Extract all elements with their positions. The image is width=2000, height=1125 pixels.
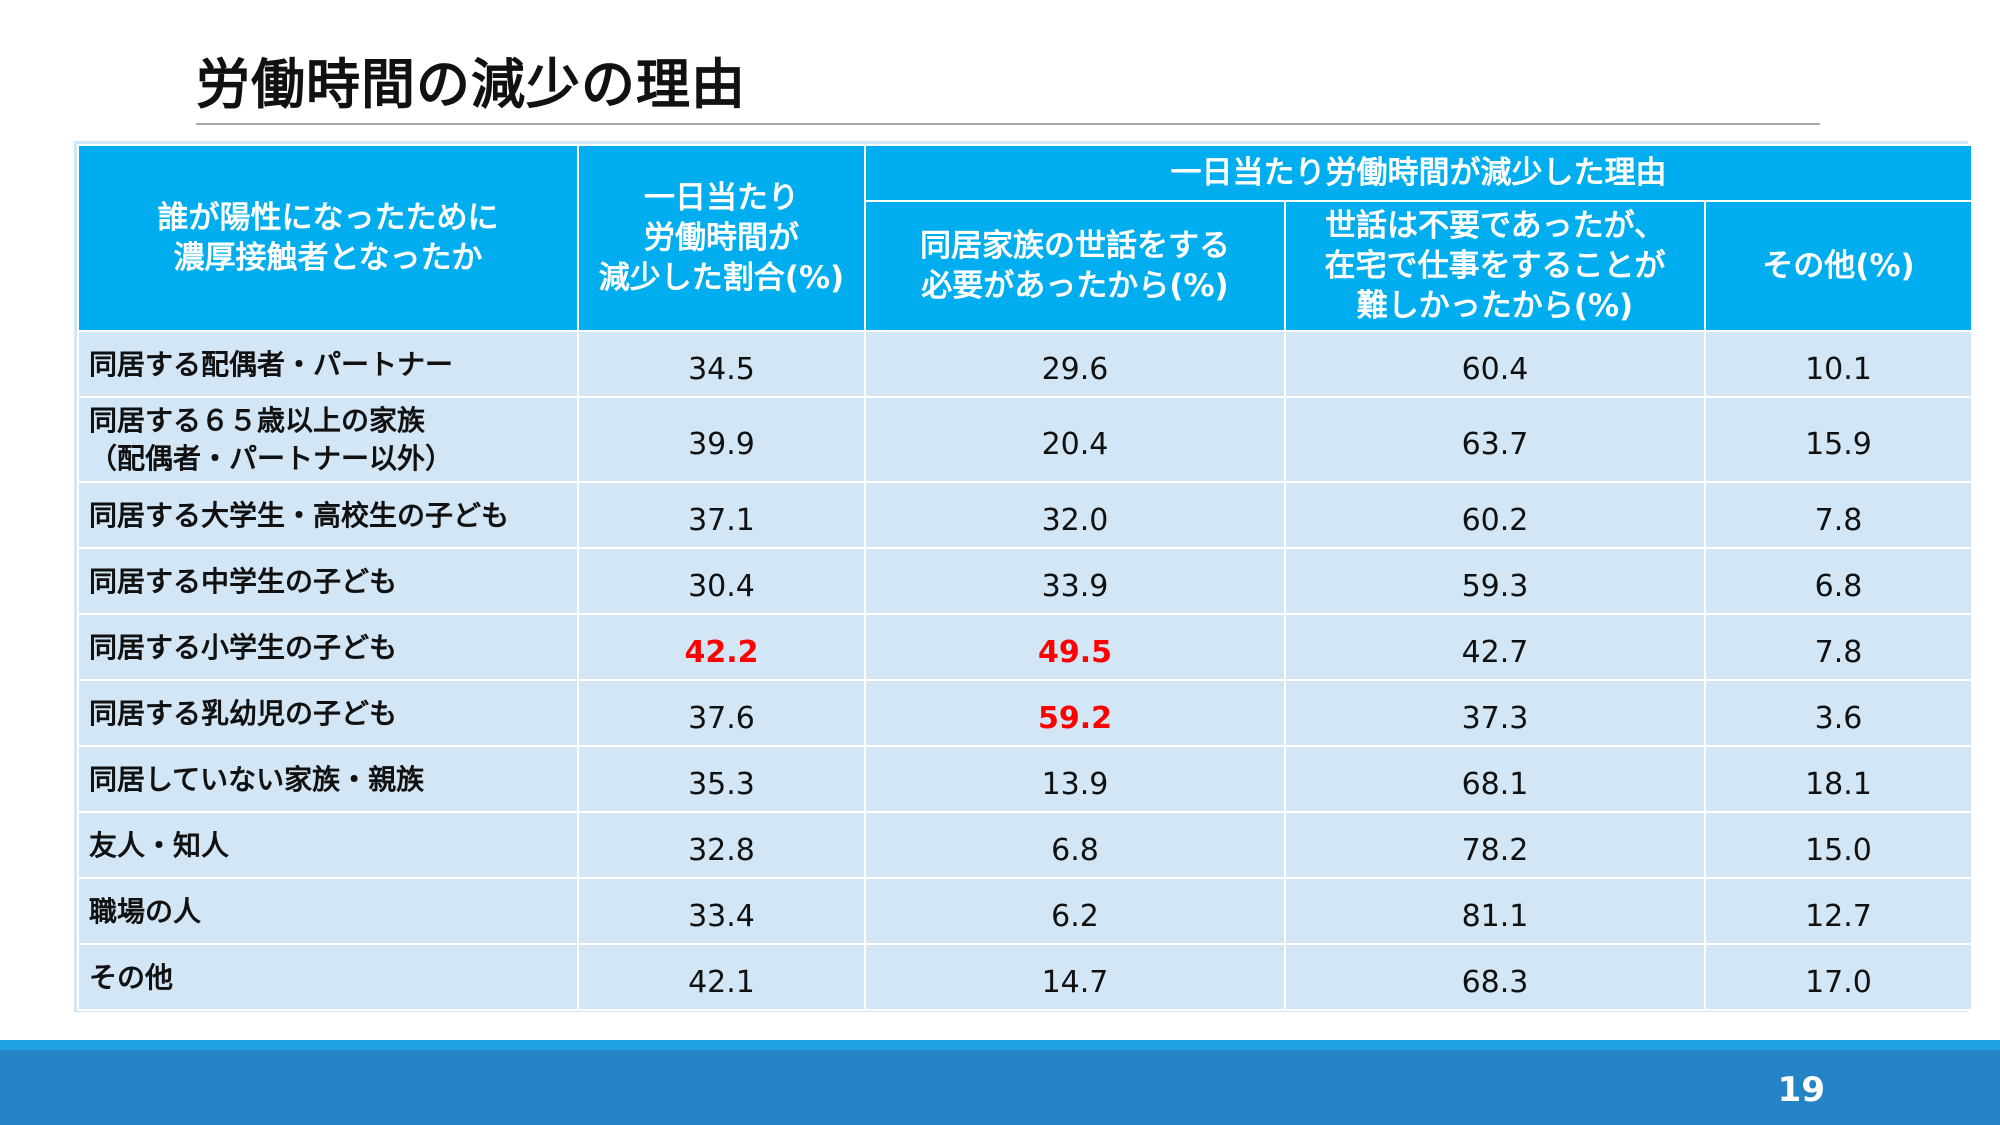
table-row: 同居する大学生・高校生の子ども 37.1 32.0 60.2 7.8 <box>77 481 1973 549</box>
header-remote-difficult-line: 世話は不要であったが、 <box>1324 208 1666 244</box>
header-remote-difficult: 世話は不要であったが、 在宅で仕事をすることが 難しかったから(%) <box>1284 200 1706 332</box>
row-label: 同居する中学生の子ども <box>77 547 579 615</box>
header-contact-source: 誰が陽性になったために 濃厚接触者となったか <box>77 144 579 332</box>
header-family-care-line: 同居家族の世話をする <box>920 228 1230 264</box>
cell-other: 18.1 <box>1704 745 1973 813</box>
cell-reduction-rate: 33.4 <box>577 877 866 945</box>
cell-reduction-rate: 30.4 <box>577 547 866 615</box>
page-number: 19 <box>1777 1070 1825 1110</box>
header-reduction-rate-line: 減少した割合(%) <box>598 260 845 296</box>
cell-remote-difficult: 59.3 <box>1284 547 1706 615</box>
header-reason-group: 一日当たり労働時間が減少した理由 <box>864 144 1973 202</box>
cell-family-care: 59.2 <box>864 679 1286 747</box>
cell-reduction-rate: 37.1 <box>577 481 866 549</box>
cell-other: 15.9 <box>1704 396 1973 483</box>
cell-family-care: 6.2 <box>864 877 1286 945</box>
table-row: 同居する小学生の子ども 42.2 49.5 42.7 7.8 <box>77 613 1973 681</box>
cell-remote-difficult: 68.3 <box>1284 943 1706 1011</box>
row-label-line: 同居する配偶者・パートナー <box>89 348 454 381</box>
cell-reduction-rate: 34.5 <box>577 330 866 398</box>
cell-remote-difficult: 81.1 <box>1284 877 1706 945</box>
row-label-line: 同居する乳幼児の子ども <box>89 697 398 730</box>
table-container: 誰が陽性になったために 濃厚接触者となったか 一日当たり 労働時間が 減少した割… <box>74 141 1973 1012</box>
cell-family-care: 13.9 <box>864 745 1286 813</box>
header-contact-source-line: 濃厚接触者となったか <box>173 240 483 276</box>
cell-other: 3.6 <box>1704 679 1973 747</box>
row-label: 同居する６５歳以上の家族 （配偶者・パートナー以外） <box>77 396 579 483</box>
table-row: その他 42.1 14.7 68.3 17.0 <box>77 943 1973 1011</box>
row-label-line: 友人・知人 <box>89 829 230 862</box>
cell-family-care: 14.7 <box>864 943 1286 1011</box>
cell-reduction-rate: 32.8 <box>577 811 866 879</box>
header-reduction-rate-line: 一日当たり <box>644 180 799 216</box>
cell-family-care: 20.4 <box>864 396 1286 483</box>
row-label: 同居する乳幼児の子ども <box>77 679 579 747</box>
cell-remote-difficult: 60.4 <box>1284 330 1706 398</box>
cell-remote-difficult: 68.1 <box>1284 745 1706 813</box>
table-body: 同居する配偶者・パートナー 34.5 29.6 60.4 10.1 同居する６５歳以上の家… <box>77 330 1973 1011</box>
row-label: 友人・知人 <box>77 811 579 879</box>
header-family-care: 同居家族の世話をする 必要があったから(%) <box>864 200 1286 332</box>
cell-reduction-rate: 42.1 <box>577 943 866 1011</box>
cell-remote-difficult: 78.2 <box>1284 811 1706 879</box>
title-divider <box>196 123 1820 125</box>
row-label-line: 同居する大学生・高校生の子ども <box>89 499 510 532</box>
header-other-line: その他(%) <box>1762 248 1915 284</box>
row-label: その他 <box>77 943 579 1011</box>
cell-family-care: 49.5 <box>864 613 1286 681</box>
cell-reduction-rate: 42.2 <box>577 613 866 681</box>
cell-reduction-rate: 39.9 <box>577 396 866 483</box>
cell-other: 15.0 <box>1704 811 1973 879</box>
row-label-line: その他 <box>89 961 174 994</box>
cell-family-care: 6.8 <box>864 811 1286 879</box>
row-label-line: 同居する小学生の子ども <box>89 631 398 664</box>
row-label: 同居していない家族・親族 <box>77 745 579 813</box>
cell-family-care: 32.0 <box>864 481 1286 549</box>
cell-other: 12.7 <box>1704 877 1973 945</box>
row-label-line: 同居していない家族・親族 <box>89 763 425 796</box>
cell-remote-difficult: 37.3 <box>1284 679 1706 747</box>
row-label-line: 職場の人 <box>89 895 202 928</box>
footer-band <box>0 1040 2000 1125</box>
cell-reduction-rate: 37.6 <box>577 679 866 747</box>
header-reduction-rate-line: 労働時間が <box>644 220 799 256</box>
cell-family-care: 29.6 <box>864 330 1286 398</box>
data-table: 誰が陽性になったために 濃厚接触者となったか 一日当たり 労働時間が 減少した割… <box>77 144 1973 1011</box>
row-label-line: （配偶者・パートナー以外） <box>89 442 454 475</box>
table-row: 同居する配偶者・パートナー 34.5 29.6 60.4 10.1 <box>77 330 1973 398</box>
header-family-care-line: 必要があったから(%) <box>921 268 1229 304</box>
cell-reduction-rate: 35.3 <box>577 745 866 813</box>
cell-family-care: 33.9 <box>864 547 1286 615</box>
table-row: 同居する６５歳以上の家族 （配偶者・パートナー以外） 39.9 20.4 63.7 15.… <box>77 396 1973 483</box>
cell-remote-difficult: 42.7 <box>1284 613 1706 681</box>
table-row: 職場の人 33.4 6.2 81.1 12.7 <box>77 877 1973 945</box>
header-remote-difficult-line: 難しかったから(%) <box>1356 288 1634 324</box>
table-row: 同居していない家族・親族 35.3 13.9 68.1 18.1 <box>77 745 1973 813</box>
cell-other: 10.1 <box>1704 330 1973 398</box>
row-label-line: 同居する中学生の子ども <box>89 565 398 598</box>
cell-other: 7.8 <box>1704 481 1973 549</box>
row-label: 同居する配偶者・パートナー <box>77 330 579 398</box>
row-label: 同居する小学生の子ども <box>77 613 579 681</box>
row-label-line: 同居する６５歳以上の家族 <box>89 404 426 437</box>
header-other: その他(%) <box>1704 200 1973 332</box>
row-label: 職場の人 <box>77 877 579 945</box>
cell-other: 7.8 <box>1704 613 1973 681</box>
table-row: 同居する中学生の子ども 30.4 33.9 59.3 6.8 <box>77 547 1973 615</box>
page-title: 労働時間の減少の理由 <box>196 53 746 116</box>
cell-remote-difficult: 63.7 <box>1284 396 1706 483</box>
row-label: 同居する大学生・高校生の子ども <box>77 481 579 549</box>
cell-remote-difficult: 60.2 <box>1284 481 1706 549</box>
header-reduction-rate: 一日当たり 労働時間が 減少した割合(%) <box>577 144 866 332</box>
header-remote-difficult-line: 在宅で仕事をすることが <box>1324 248 1666 284</box>
table-row: 同居する乳幼児の子ども 37.6 59.2 37.3 3.6 <box>77 679 1973 747</box>
table-row: 友人・知人 32.8 6.8 78.2 15.0 <box>77 811 1973 879</box>
cell-other: 17.0 <box>1704 943 1973 1011</box>
cell-other: 6.8 <box>1704 547 1973 615</box>
header-contact-source-line: 誰が陽性になったために <box>157 200 499 236</box>
